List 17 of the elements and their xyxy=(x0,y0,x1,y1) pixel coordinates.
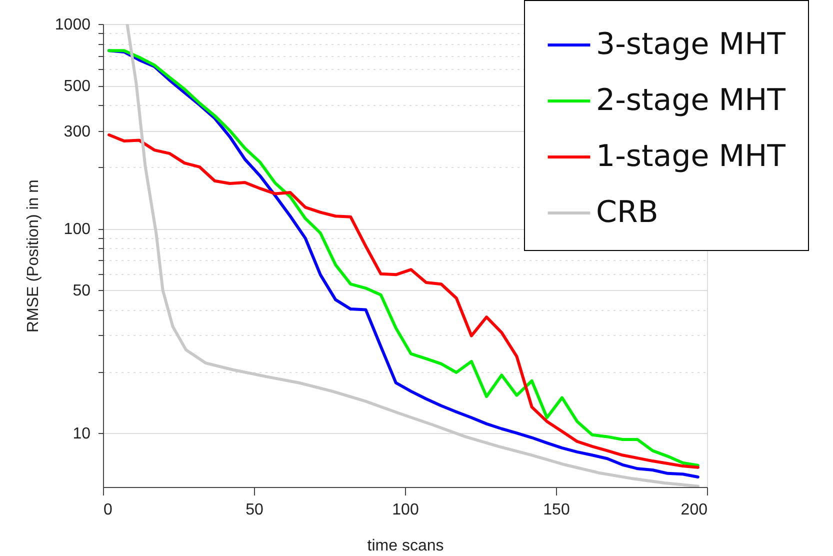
x-tick-label: 200 xyxy=(680,502,708,518)
y-tick-label: 100 xyxy=(64,221,91,238)
legend-label: 1-stage MHT xyxy=(596,139,786,174)
y-tick-label: 1000 xyxy=(54,16,91,34)
y-tick-label: 10 xyxy=(72,426,91,443)
legend-label: 2-stage MHT xyxy=(596,83,786,118)
y-axis-title: RMSE (Position) in m xyxy=(24,180,42,332)
x-tick-label: 50 xyxy=(246,502,264,518)
x-tick-label: 100 xyxy=(392,502,419,518)
y-tick-label: 500 xyxy=(64,78,91,96)
x-tick-label: 150 xyxy=(543,502,570,518)
y-tick-label: 50 xyxy=(72,282,91,300)
legend-label: 3-stage MHT xyxy=(596,27,786,62)
x-axis-title: time scans xyxy=(367,538,444,554)
legend-label: CRB xyxy=(596,195,658,230)
y-tick-label: 300 xyxy=(64,123,91,140)
x-tick-label: 0 xyxy=(104,502,112,518)
